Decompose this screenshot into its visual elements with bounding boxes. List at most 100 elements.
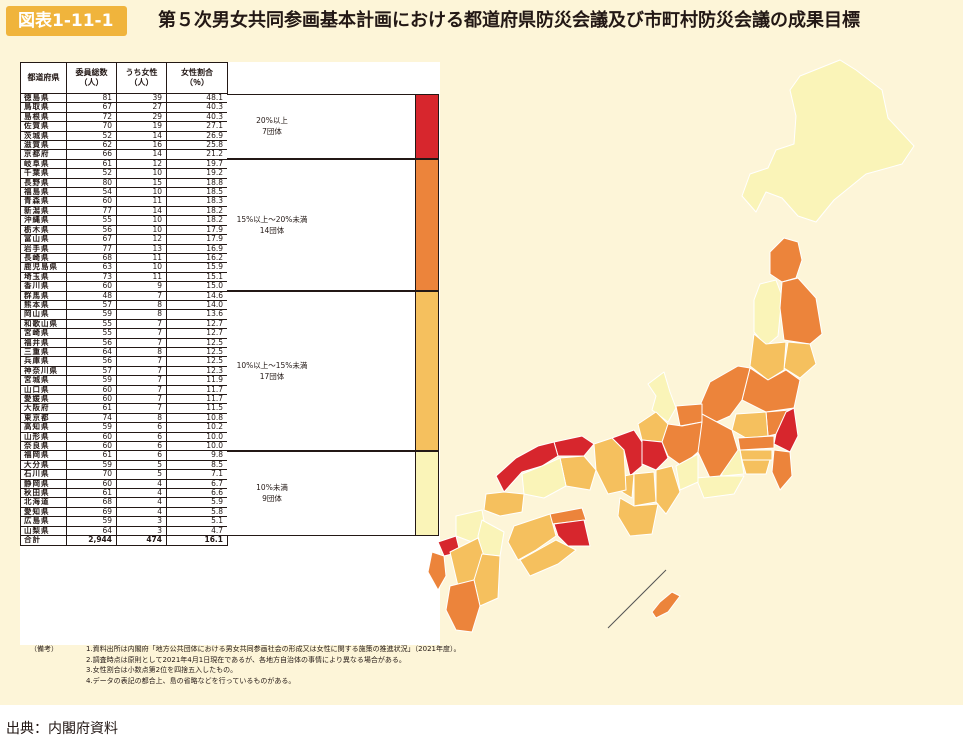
group-color-swatch [415, 94, 438, 159]
table-cell-value: 16.1 [166, 535, 228, 546]
table-cell-value: 10 [116, 262, 167, 273]
group-band: 10%未満 9団体 [227, 450, 439, 536]
table-cell-value: 12.3 [166, 365, 228, 377]
table-row: 宮崎県 55 7 12.7 [20, 328, 228, 339]
table-cell-value: 15.0 [166, 281, 228, 292]
table-row: 沖縄県 55 10 18.2 [20, 215, 228, 226]
table-cell-value: 80 [66, 177, 117, 189]
table-cell-value: 67 [66, 102, 117, 113]
table-cell-prefecture: 広島県 [20, 516, 67, 527]
table-cell-value: 68 [66, 252, 117, 264]
table-row: 奈良県 60 6 10.0 [20, 441, 228, 452]
table-row: 滋賀県 62 16 25.8 [20, 140, 228, 151]
table-cell-value: 3 [116, 525, 167, 537]
table-cell-prefecture: 高知県 [20, 422, 67, 433]
map-region-tokushima [553, 519, 591, 547]
group-label: 15%以上～20%未満 14団体 [236, 215, 308, 236]
table-cell-value: 5 [116, 459, 167, 471]
table-cell-prefecture: 青森県 [20, 196, 67, 207]
table-cell-prefecture: 大阪府 [20, 403, 67, 414]
table-cell-value: 61 [66, 403, 117, 414]
prefecture-table: 都道府県 委員総数 （人） うち女性 （人） 女性割合 （％） 徳島県 81 39 48.1 鳥取県… [20, 62, 228, 546]
table-cell-value: 11.5 [166, 403, 228, 414]
map-region-shimane [495, 441, 559, 493]
table-cell-value: 60 [66, 478, 117, 490]
table-cell-value: 6.6 [166, 488, 228, 499]
table-row: 埼玉県 73 11 15.1 [20, 271, 228, 283]
table-header-row: 都道府県 委員総数 （人） うち女性 （人） 女性割合 （％） [20, 62, 228, 94]
map-region-ishikawa [647, 371, 677, 423]
map-region-fukushima [741, 367, 801, 413]
table-cell-value: 48.1 [166, 92, 228, 104]
table-cell-value: 10.0 [166, 431, 228, 443]
table-cell-value: 18.5 [166, 187, 228, 198]
table-cell-value: 6 [116, 422, 167, 433]
table-cell-prefecture: 静岡県 [20, 478, 67, 490]
table-cell-value: 52 [66, 168, 117, 179]
table-cell-value: 6 [116, 450, 167, 461]
source-credit: 出典：内閣府資料 [6, 721, 118, 737]
table-cell-value: 12.7 [166, 318, 228, 330]
table-row: 大阪府 61 7 11.5 [20, 403, 228, 414]
table-row: 香川県 60 9 15.0 [20, 281, 228, 292]
table-cell-prefecture: 秋田県 [20, 488, 67, 499]
table-cell-prefecture: 島根県 [20, 111, 67, 123]
table-cell-value: 15.1 [166, 271, 228, 283]
map-region-yamaguchi [483, 491, 525, 517]
group-label: 20%以上 7団体 [256, 116, 288, 137]
note-line: 1.資料出所は内閣府「地方公共団体における男女共同参画社会の形成又は女性に関する… [86, 645, 461, 653]
table-cell-prefecture: 新潟県 [20, 205, 67, 217]
table-row: 福井県 56 7 12.5 [20, 337, 228, 348]
table-cell-value: 16 [116, 140, 167, 151]
group-band: 20%以上 7団体 [227, 93, 439, 160]
table-cell-value: 10.8 [166, 412, 228, 424]
table-cell-value: 12.5 [166, 356, 228, 367]
table-cell-prefecture: 山口県 [20, 384, 67, 396]
table-cell-value: 5 [116, 469, 167, 480]
table-row: 秋田県 61 4 6.6 [20, 488, 228, 499]
table-cell-prefecture: 岐阜県 [20, 158, 67, 170]
table-cell-value: 59 [66, 516, 117, 527]
table-column-header: うち女性 （人） [116, 62, 167, 94]
table-cell-value: 8 [116, 309, 167, 320]
table-cell-prefecture: 福井県 [20, 337, 67, 348]
table-cell-value: 60 [66, 196, 117, 207]
table-cell-value: 60 [66, 393, 117, 405]
table-row: 青森県 60 11 18.3 [20, 196, 228, 207]
table-cell-prefecture: 東京都 [20, 412, 67, 424]
table-cell-prefecture: 石川県 [20, 469, 67, 480]
table-cell-prefecture: 愛知県 [20, 506, 67, 518]
map-region-tottori [553, 435, 595, 457]
table-row: 熊本県 57 8 14.0 [20, 299, 228, 311]
table-cell-prefecture: 三重県 [20, 346, 67, 358]
map-region-nagasaki [427, 551, 447, 591]
table-row: 岩手県 77 13 16.9 [20, 243, 228, 254]
table-cell-prefecture: 滋賀県 [20, 140, 67, 151]
table-cell-value: 52 [66, 130, 117, 142]
map-region-okinawa [651, 591, 681, 619]
table-cell-value: 68 [66, 497, 117, 508]
notes-head: （備考） [30, 645, 58, 653]
table-cell-prefecture: 長野県 [20, 177, 67, 189]
table-row: 山口県 60 7 11.7 [20, 384, 228, 396]
map-region-chiba [771, 449, 793, 491]
data-table-container: 都道府県 委員総数 （人） うち女性 （人） 女性割合 （％） 徳島県 81 39 48.1 鳥取県… [20, 62, 440, 645]
table-cell-value: 10.0 [166, 441, 228, 452]
table-cell-value: 59 [66, 309, 117, 320]
table-cell-prefecture: 鳥取県 [20, 102, 67, 113]
table-cell-prefecture: 千葉県 [20, 168, 67, 179]
map-region-hokkaido [741, 59, 915, 223]
table-cell-value: 55 [66, 328, 117, 339]
table-cell-value: 10 [116, 215, 167, 226]
table-cell-value: 59 [66, 459, 117, 471]
table-row: 群馬県 48 7 14.6 [20, 290, 228, 301]
table-cell-value: 57 [66, 299, 117, 311]
table-cell-value: 27.1 [166, 121, 228, 132]
table-row: 北海道 68 4 5.9 [20, 497, 228, 508]
map-region-akita [753, 279, 783, 347]
table-cell-value: 11 [116, 196, 167, 207]
table-cell-value: 7 [116, 384, 167, 396]
table-row: 高知県 59 6 10.2 [20, 422, 228, 433]
table-cell-value: 14.6 [166, 290, 228, 301]
map-region-kanagawa [741, 459, 771, 475]
